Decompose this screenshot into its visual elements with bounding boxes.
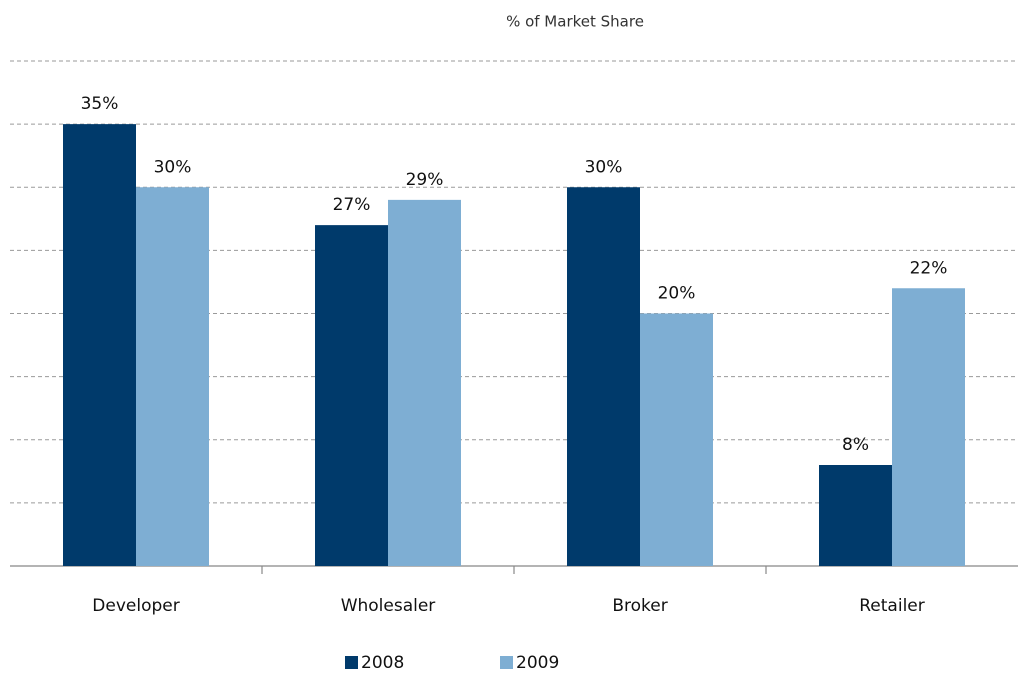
legend-swatch bbox=[345, 656, 358, 669]
bar bbox=[892, 288, 965, 566]
data-label: 30% bbox=[585, 157, 623, 177]
bar bbox=[63, 124, 136, 566]
data-label: 22% bbox=[910, 258, 948, 278]
data-label: 35% bbox=[81, 94, 119, 114]
legend-label: 2008 bbox=[361, 653, 404, 673]
x-tick-label: Retailer bbox=[859, 596, 925, 616]
bar bbox=[388, 199, 461, 566]
bar bbox=[640, 313, 713, 566]
x-tick-label: Broker bbox=[612, 596, 667, 616]
legend-label: 2009 bbox=[516, 653, 559, 673]
chart-title: % of Market Share bbox=[506, 13, 644, 31]
data-label: 29% bbox=[406, 170, 444, 190]
bar bbox=[136, 187, 209, 566]
data-label: 20% bbox=[658, 284, 696, 304]
bar bbox=[819, 465, 892, 566]
bar bbox=[315, 225, 388, 566]
data-label: 27% bbox=[333, 195, 371, 215]
data-label: 8% bbox=[842, 435, 869, 455]
x-tick-label: Wholesaler bbox=[341, 596, 436, 616]
legend-swatch bbox=[500, 656, 513, 669]
data-label: 30% bbox=[154, 157, 192, 177]
x-tick-label: Developer bbox=[92, 596, 179, 616]
bar bbox=[567, 187, 640, 566]
